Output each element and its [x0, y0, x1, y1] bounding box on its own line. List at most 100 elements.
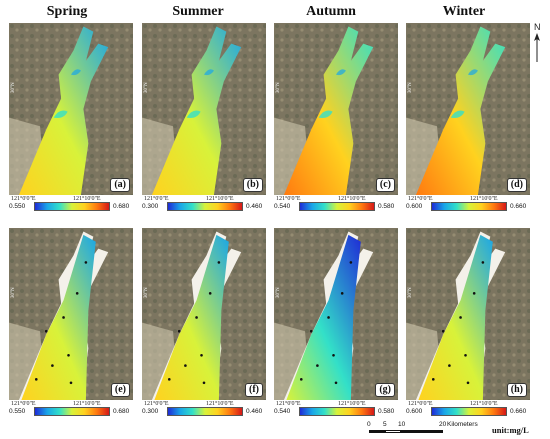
map-panel-e: (e) 30°N	[9, 228, 133, 400]
sampling-station-2	[200, 353, 203, 357]
sampling-station-7	[334, 381, 338, 385]
colorbar-min: 0.540	[274, 408, 291, 415]
longitude-label: 121°0'0"E	[11, 196, 36, 202]
scale-tick-10: 10	[398, 421, 406, 428]
colorbar-min: 0.540	[274, 203, 291, 210]
longitude-label: 121°0'0"E	[144, 196, 169, 202]
colorbar-min: 0.550	[9, 408, 26, 415]
sampling-station-6	[84, 261, 88, 264]
scale-tick-5: 5	[383, 421, 387, 428]
sampling-station-0	[34, 378, 38, 381]
sampling-station-3	[177, 329, 181, 333]
latitude-label: 30°N	[11, 287, 16, 298]
sampling-station-4	[459, 316, 462, 319]
sampling-station-0	[167, 378, 171, 381]
longitude-label: 121°10'0"E	[73, 196, 101, 202]
colorbar-max: 0.460	[246, 408, 263, 415]
longitude-label: 121°10'0"E	[338, 196, 366, 202]
panel-label: (b)	[242, 178, 263, 192]
latitude-label: 30°N	[408, 287, 413, 298]
sampling-station-0	[299, 378, 303, 381]
sampling-station-7	[202, 381, 206, 385]
season-header-spring: Spring	[46, 4, 88, 19]
sampling-station-2	[67, 353, 70, 357]
longitude-label: 121°10'0"E	[470, 196, 498, 202]
colorbar-max: 0.660	[510, 408, 527, 415]
season-header-summer: Summer	[172, 4, 224, 19]
colorbar	[431, 407, 507, 416]
sampling-station-7	[69, 381, 73, 385]
scale-seg-3	[401, 430, 443, 433]
sampling-station-6	[349, 261, 353, 264]
longitude-label: 121°0'0"E	[144, 401, 169, 407]
colorbar-max: 0.680	[113, 408, 130, 415]
longitude-label: 121°10'0"E	[206, 196, 234, 202]
sampling-station-2	[332, 353, 335, 357]
season-header-winter: Winter	[442, 4, 486, 19]
longitude-label: 121°10'0"E	[470, 401, 498, 407]
unit-label: unit:mg/L	[492, 425, 529, 435]
colorbar-min: 0.300	[142, 408, 159, 415]
sampling-station-1	[448, 364, 451, 367]
sampling-station-5	[340, 292, 344, 295]
sampling-station-4	[62, 316, 65, 319]
longitude-label: 121°0'0"E	[11, 401, 36, 407]
longitude-label: 121°0'0"E	[408, 401, 433, 407]
sampling-station-3	[44, 329, 48, 333]
colorbar	[34, 202, 110, 211]
colorbar-min: 0.550	[9, 203, 26, 210]
sampling-station-7	[466, 381, 470, 385]
colorbar-max: 0.660	[510, 203, 527, 210]
latitude-label: 30°N	[276, 82, 281, 93]
colorbar-min: 0.600	[406, 203, 423, 210]
sampling-station-4	[327, 316, 330, 319]
longitude-label: 121°10'0"E	[338, 401, 366, 407]
north-label: N	[534, 22, 541, 32]
sampling-station-2	[464, 353, 467, 357]
sampling-station-5	[472, 292, 476, 295]
sampling-station-3	[309, 329, 313, 333]
latitude-label: 30°N	[276, 287, 281, 298]
colorbar	[431, 202, 507, 211]
latitude-label: 30°N	[144, 82, 149, 93]
colorbar	[34, 407, 110, 416]
colorbar-max: 0.580	[378, 203, 395, 210]
season-header-autumn: Autumn	[306, 4, 356, 19]
longitude-label: 121°0'0"E	[276, 401, 301, 407]
sampling-station-6	[217, 261, 221, 264]
map-panel-d: (d) 30°N	[406, 23, 530, 195]
longitude-label: 121°10'0"E	[73, 401, 101, 407]
sampling-station-5	[75, 292, 79, 295]
panel-label: (d)	[506, 178, 527, 192]
colorbar-min: 0.300	[142, 203, 159, 210]
colorbar-max: 0.580	[378, 408, 395, 415]
panel-label: (f)	[245, 383, 263, 397]
colorbar-min: 0.600	[406, 408, 423, 415]
panel-label: (h)	[506, 383, 527, 397]
panel-label: (e)	[110, 383, 130, 397]
scale-bar: 0 5 10 20 Kilometers	[367, 421, 547, 439]
panel-label: (a)	[110, 178, 130, 192]
sampling-station-6	[481, 261, 485, 264]
map-panel-a: (a) 30°N	[9, 23, 133, 195]
latitude-label: 30°N	[11, 82, 16, 93]
colorbar	[167, 202, 243, 211]
latitude-label: 30°N	[408, 82, 413, 93]
scale-unit: Kilometers	[447, 421, 478, 428]
panel-label: (c)	[375, 178, 395, 192]
scale-seg-2	[385, 430, 401, 433]
longitude-label: 121°0'0"E	[276, 196, 301, 202]
sampling-station-5	[208, 292, 212, 295]
scale-seg-1	[369, 430, 385, 433]
colorbar	[167, 407, 243, 416]
longitude-label: 121°10'0"E	[206, 401, 234, 407]
sampling-station-0	[431, 378, 435, 381]
sampling-station-1	[184, 364, 187, 367]
sampling-station-3	[441, 329, 445, 333]
longitude-label: 121°0'0"E	[408, 196, 433, 202]
latitude-label: 30°N	[144, 287, 149, 298]
scale-tick-20: 20	[439, 421, 447, 428]
scale-tick-0: 0	[367, 421, 371, 428]
colorbar-max: 0.680	[113, 203, 130, 210]
colorbar	[299, 202, 375, 211]
